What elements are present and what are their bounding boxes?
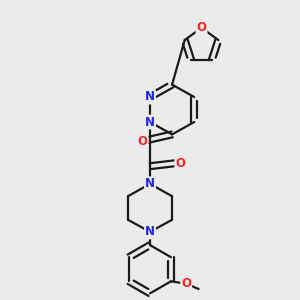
Text: N: N bbox=[145, 225, 155, 239]
Text: O: O bbox=[181, 277, 191, 290]
Text: O: O bbox=[138, 135, 148, 148]
Text: N: N bbox=[145, 116, 155, 128]
Text: N: N bbox=[145, 177, 155, 190]
Text: O: O bbox=[196, 21, 206, 34]
Text: O: O bbox=[175, 157, 185, 170]
Text: N: N bbox=[145, 91, 155, 103]
